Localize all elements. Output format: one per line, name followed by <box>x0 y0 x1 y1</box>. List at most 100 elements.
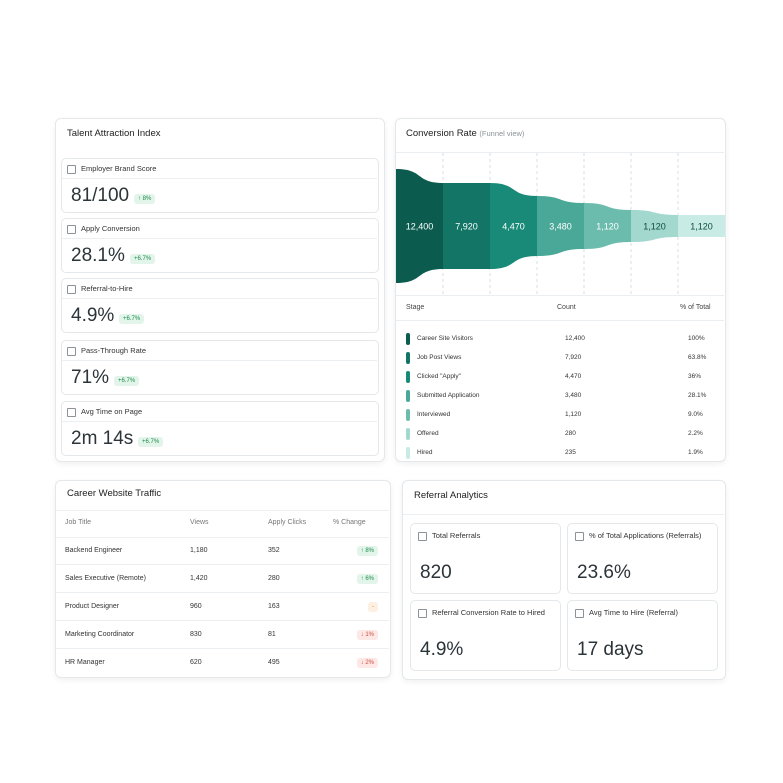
metric-value: 23.6% <box>577 562 631 583</box>
metric-value: 81/100 <box>71 185 130 206</box>
funnel-segment <box>396 169 444 283</box>
divider <box>56 564 389 565</box>
metric-label: Avg Time on Page <box>81 407 143 416</box>
metric-label: Avg Time to Hire (Referral) <box>589 608 679 617</box>
table-cell: 1,180 <box>190 547 208 554</box>
table-cell: 12,400 <box>565 335 585 342</box>
metric-value: 4.9% <box>71 305 115 326</box>
table-cell: 1.9% <box>688 449 703 456</box>
funnel-segment <box>443 183 491 269</box>
card-title: Talent Attraction Index <box>67 128 161 139</box>
icon <box>418 532 427 541</box>
table-cell: 2.2% <box>688 430 703 437</box>
table-cell: 36% <box>688 373 702 380</box>
metric-label: Total Referrals <box>432 531 481 540</box>
metric-box <box>410 523 561 594</box>
change-pill: ↑ 8% <box>356 546 378 556</box>
divider <box>56 648 389 649</box>
table-cell: Clicked "Apply" <box>417 373 461 380</box>
icon <box>67 165 76 174</box>
divider <box>62 360 377 361</box>
funnel-segment <box>537 196 585 256</box>
metric-value: 2m 14s <box>71 428 134 449</box>
stage-swatch <box>406 390 410 402</box>
change-pill: - <box>368 602 378 612</box>
change-pill: ↑ 8% <box>134 194 156 204</box>
metric-label: % of Total Applications (Referrals) <box>589 531 702 540</box>
change-pill: ↓ 1% <box>356 630 378 640</box>
metric-box <box>61 278 379 333</box>
funnel: 12,400 7,920 4,470 3,480 1,120 1,120 1,120 <box>396 153 725 295</box>
table-cell: Product Designer <box>65 603 120 610</box>
funnel-segment <box>631 210 679 242</box>
metric-label: Employer Brand Score <box>81 164 157 173</box>
table-cell: HR Manager <box>65 659 105 666</box>
table-cell: Job Post Views <box>417 354 462 361</box>
metric-box <box>61 401 379 456</box>
table-cell: 100% <box>688 335 705 342</box>
table-cell: 620 <box>190 659 202 666</box>
divider <box>403 514 724 515</box>
table-header: Views <box>190 519 209 526</box>
table-header: Stage <box>406 304 425 311</box>
metric-label: Pass-Through Rate <box>81 346 147 355</box>
metric-label: Referral-to-Hire <box>81 284 133 293</box>
table-cell: 235 <box>565 449 576 456</box>
table-header: % of Total <box>680 304 711 311</box>
stage-swatch <box>406 428 410 440</box>
divider <box>62 298 377 299</box>
table-cell: 1,120 <box>565 411 582 418</box>
table-cell: Hired <box>417 449 433 456</box>
table-cell: 3,480 <box>565 392 582 399</box>
table-cell: 280 <box>268 575 280 582</box>
stage-swatch <box>406 447 410 459</box>
change-pill: +6.7% <box>114 376 140 386</box>
table-cell: Career Site Visitors <box>417 335 473 342</box>
table-cell: 960 <box>190 603 202 610</box>
change-pill: ↓ 2% <box>356 658 378 668</box>
divider <box>396 295 724 296</box>
table-header: Count <box>557 304 576 311</box>
icon <box>418 609 427 618</box>
table-cell: Marketing Coordinator <box>65 631 135 638</box>
funnel-label: 12,400 <box>406 222 434 232</box>
divider <box>62 421 377 422</box>
table-cell: 352 <box>268 547 280 554</box>
funnel-segment <box>678 215 725 237</box>
metric-box <box>567 600 718 671</box>
divider <box>56 537 389 538</box>
change-pill: +6.7% <box>138 437 164 447</box>
change-pill: +6.7% <box>119 314 145 324</box>
metric-box <box>61 340 379 395</box>
table-header: Job Title <box>65 519 92 526</box>
metric-value: 820 <box>420 562 452 583</box>
metric-box <box>410 600 561 671</box>
table-header: % Change <box>333 519 366 526</box>
table-cell: Sales Executive (Remote) <box>65 575 146 582</box>
table-cell: Backend Engineer <box>65 547 123 554</box>
table-cell: Submitted Application <box>417 392 480 399</box>
metric-value: 4.9% <box>420 639 464 660</box>
table-cell: 63.8% <box>688 354 707 361</box>
table-cell: 280 <box>565 430 576 437</box>
table-cell: 4,470 <box>565 373 582 380</box>
divider <box>62 238 377 239</box>
divider <box>56 592 389 593</box>
traffic-card <box>55 480 391 678</box>
title-text: Conversion Rate <box>406 128 477 139</box>
table-cell: 7,920 <box>565 354 582 361</box>
divider <box>396 152 724 153</box>
card-title: Conversion Rate (Funnel view) <box>406 128 524 139</box>
icon <box>67 225 76 234</box>
divider <box>56 620 389 621</box>
funnel-label: 4,470 <box>502 222 525 232</box>
funnel-segment <box>490 183 538 269</box>
metric-box <box>61 218 379 273</box>
icon <box>67 347 76 356</box>
funnel-label: 3,480 <box>549 222 572 232</box>
subtitle: (Funnel view) <box>479 129 525 138</box>
metric-label: Referral Conversion Rate to Hired <box>432 608 545 617</box>
divider <box>396 320 724 321</box>
divider <box>56 510 389 511</box>
